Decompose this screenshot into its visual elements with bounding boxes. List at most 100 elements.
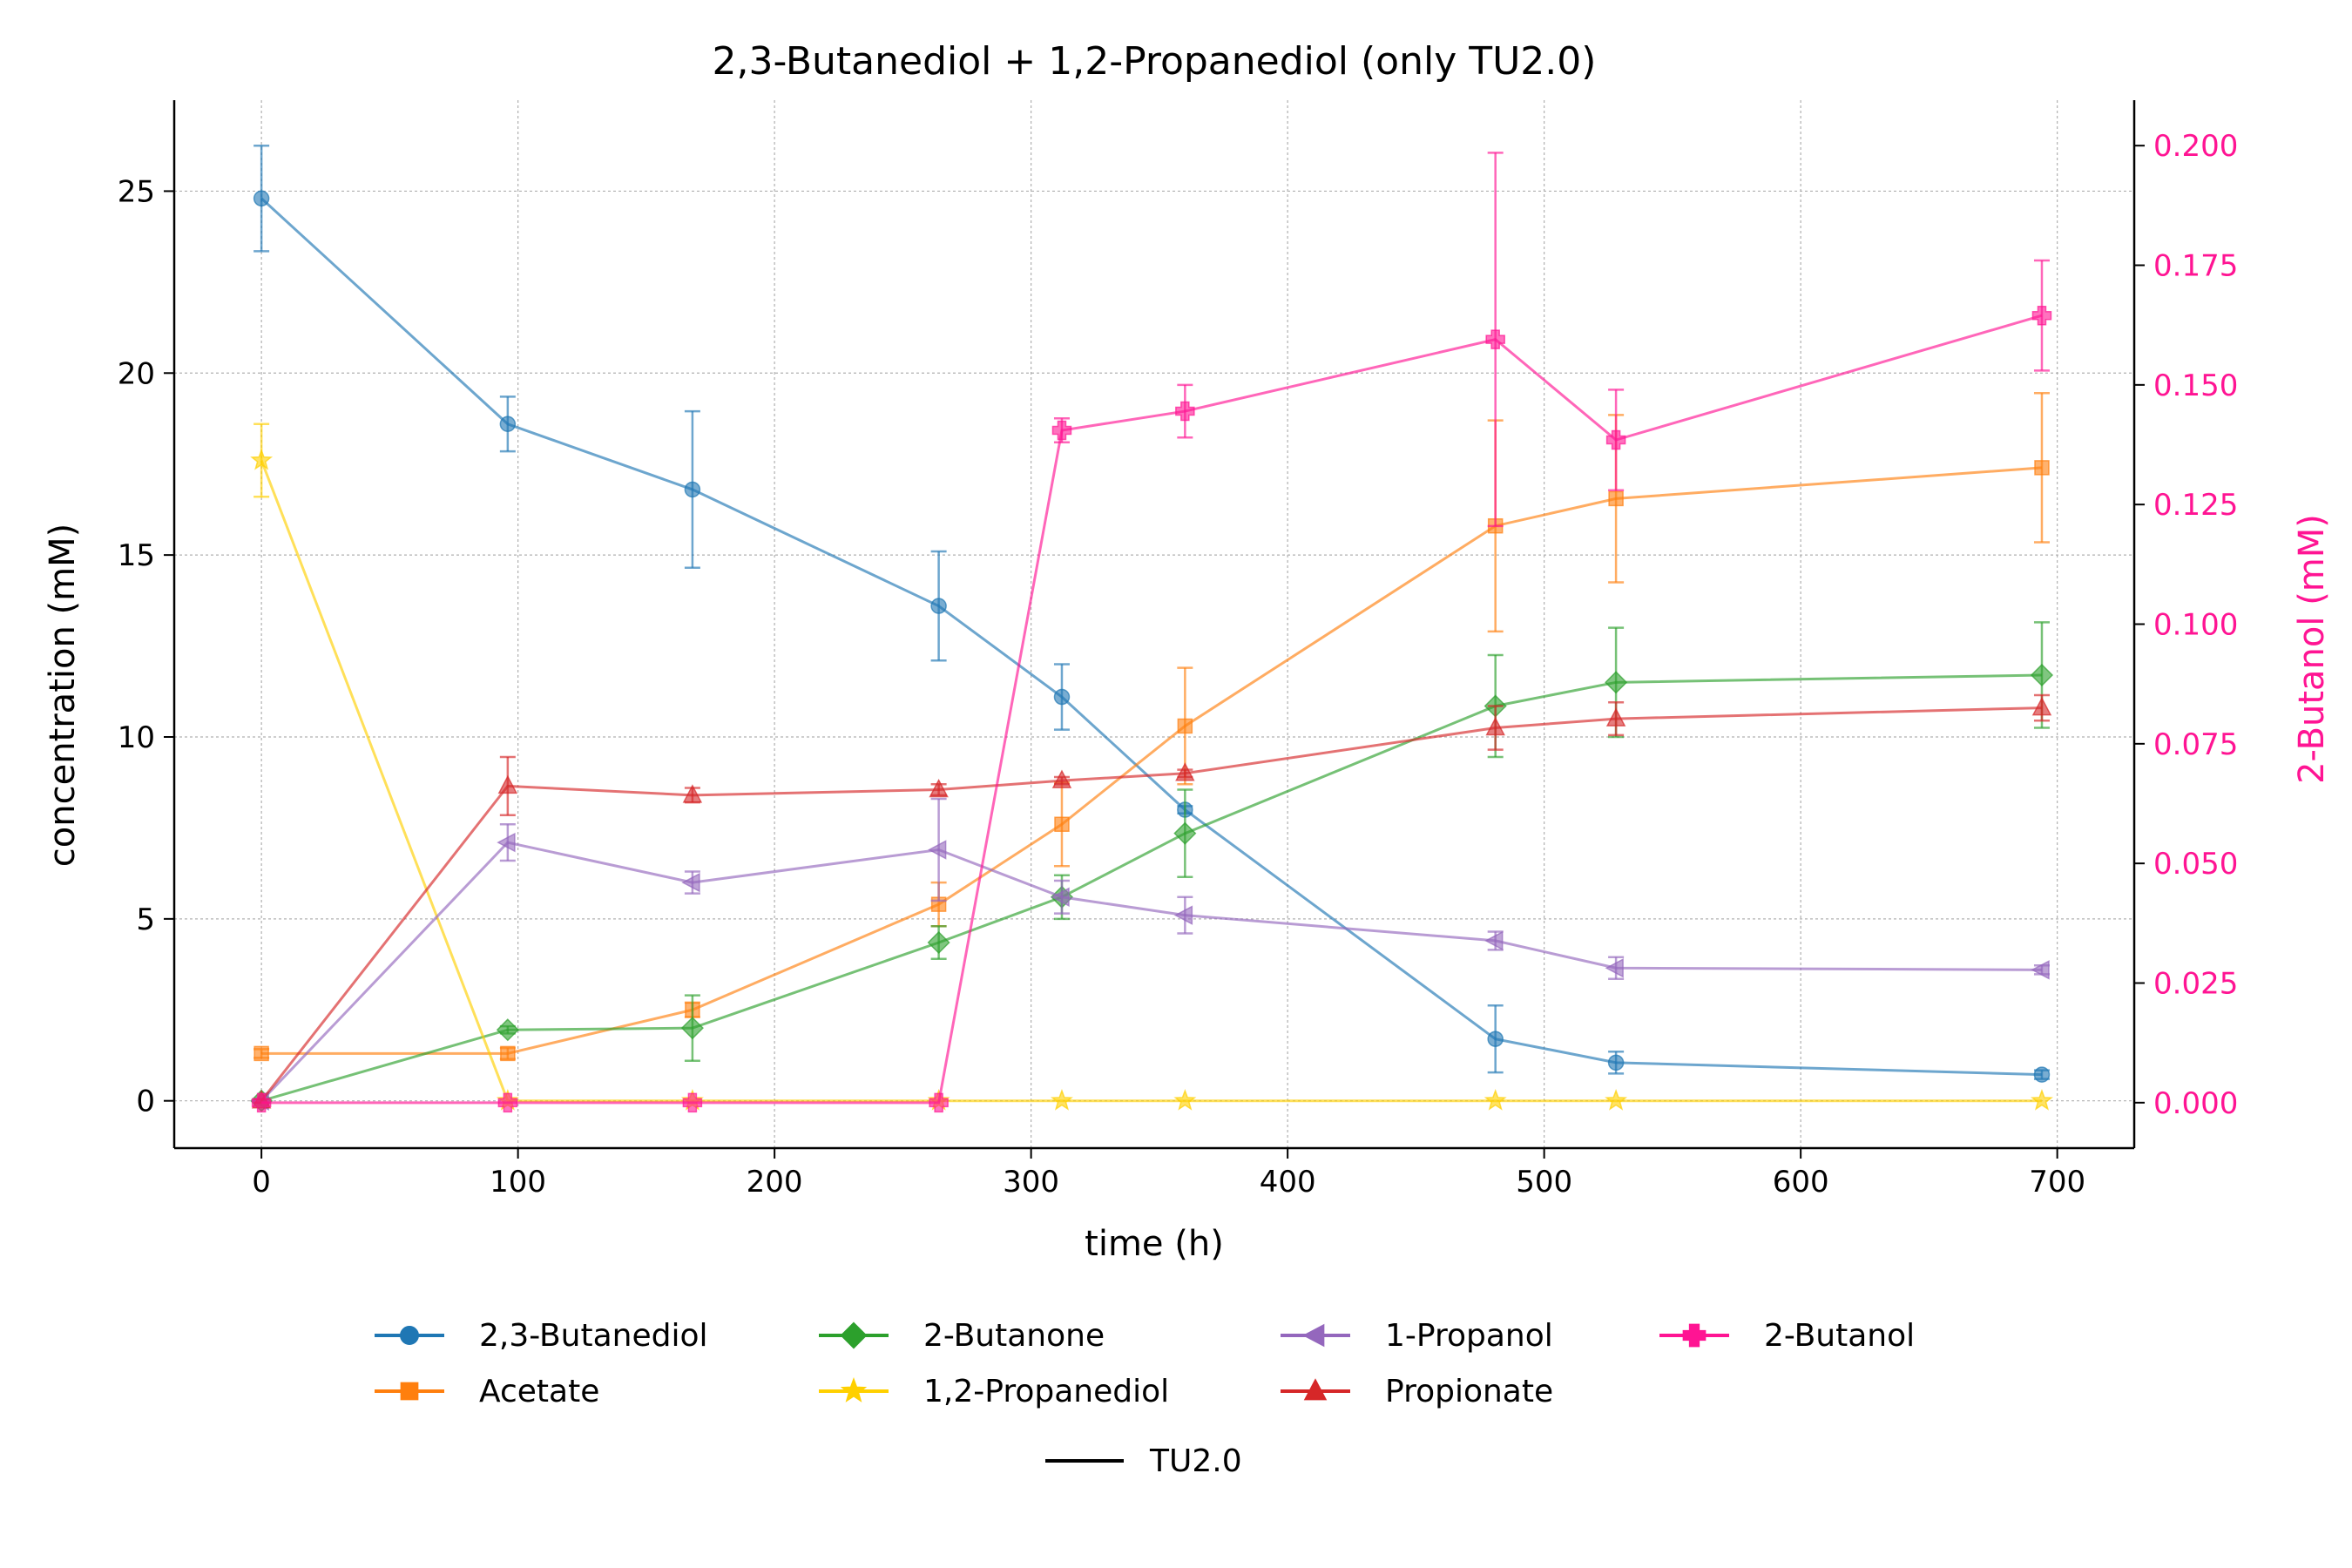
data-point bbox=[927, 930, 950, 955]
y-tick-label: 10 bbox=[118, 720, 155, 755]
legend-marker bbox=[1682, 1323, 1707, 1348]
data-point bbox=[1605, 707, 1626, 727]
data-point bbox=[1605, 957, 1624, 978]
y2-tick-label: 0.000 bbox=[2153, 1086, 2238, 1121]
series-line bbox=[260, 841, 2042, 1102]
data-point bbox=[1485, 716, 1505, 736]
data-point bbox=[2031, 305, 2052, 326]
data-point bbox=[253, 190, 270, 207]
data-point bbox=[1487, 1031, 1504, 1047]
legend-marker bbox=[400, 1326, 419, 1345]
x-tick-label: 700 bbox=[2029, 1165, 2085, 1200]
legend-label: 1,2-Propanediol bbox=[923, 1374, 1169, 1409]
legend-entry: 2-Butanol bbox=[1659, 1318, 1915, 1354]
data-point bbox=[1050, 1089, 1073, 1111]
legend-entry: 1-Propanol bbox=[1281, 1318, 1553, 1354]
data-point bbox=[1605, 429, 1626, 450]
data-point bbox=[682, 784, 703, 803]
data-point bbox=[250, 448, 274, 470]
legend-entry: 2-Butanone bbox=[819, 1318, 1105, 1354]
data-point bbox=[1485, 329, 1505, 349]
data-point bbox=[1484, 930, 1504, 951]
legend-marker bbox=[1302, 1323, 1325, 1348]
plot-area bbox=[250, 144, 2054, 1113]
data-point bbox=[1051, 769, 1072, 788]
data-point bbox=[1054, 816, 1070, 832]
series-1-2-propanediol bbox=[250, 422, 2053, 1111]
legend-label: 1-Propanol bbox=[1385, 1318, 1553, 1354]
y2-tick-label: 0.175 bbox=[2153, 249, 2238, 284]
data-point bbox=[684, 481, 701, 498]
legend-entry: Acetate bbox=[375, 1374, 599, 1409]
grid bbox=[174, 100, 2134, 1148]
data-point bbox=[1177, 718, 1193, 734]
data-point bbox=[1051, 887, 1070, 908]
data-point bbox=[682, 1092, 703, 1113]
data-point bbox=[1605, 671, 1628, 694]
legend-label: 2,3-Butanediol bbox=[479, 1318, 708, 1354]
data-point bbox=[1053, 688, 1071, 706]
data-point bbox=[2030, 663, 2054, 687]
data-point bbox=[1607, 1054, 1625, 1071]
data-point bbox=[929, 1092, 949, 1113]
data-point bbox=[1608, 490, 1624, 507]
data-point bbox=[2031, 960, 2050, 980]
legend-label: TU2.0 bbox=[1149, 1443, 1242, 1479]
series-line bbox=[260, 197, 2043, 1077]
series-2-3-butanediol bbox=[253, 144, 2051, 1083]
data-point bbox=[1175, 762, 1195, 781]
y2-axis-label: 2-Butanol (mM) bbox=[2292, 514, 2332, 784]
y-tick-label: 5 bbox=[136, 902, 155, 937]
legend-marker bbox=[1303, 1378, 1328, 1401]
legend-marker bbox=[840, 1321, 868, 1349]
y2-tick-label: 0.050 bbox=[2153, 847, 2238, 882]
data-point bbox=[2031, 696, 2052, 716]
data-point bbox=[499, 416, 517, 433]
x-tick-label: 0 bbox=[252, 1165, 271, 1200]
series-2-butanone bbox=[250, 621, 2054, 1112]
data-point bbox=[1175, 401, 1195, 422]
x-tick-label: 300 bbox=[1003, 1165, 1059, 1200]
data-point bbox=[681, 872, 700, 893]
data-point bbox=[1605, 1089, 1628, 1111]
series-1-propanol bbox=[250, 797, 2050, 1111]
x-tick-label: 200 bbox=[747, 1165, 803, 1200]
legend-label: Acetate bbox=[479, 1374, 599, 1409]
legend-entry-extra: TU2.0 bbox=[1045, 1443, 1242, 1479]
axes: 0 100 200 300 400 500 600 700 0 5 10 15 20 25 0.000 0.0… bbox=[118, 100, 2238, 1200]
x-tick-label: 600 bbox=[1773, 1165, 1829, 1200]
x-tick-label: 500 bbox=[1516, 1165, 1572, 1200]
data-point bbox=[251, 1092, 272, 1113]
y-tick-label: 25 bbox=[118, 174, 155, 209]
data-point bbox=[2030, 1089, 2053, 1111]
y2-tick-label: 0.075 bbox=[2153, 727, 2238, 762]
chart-title: 2,3-Butanediol + 1,2-Propanediol (only T… bbox=[713, 39, 1597, 84]
data-point bbox=[497, 774, 518, 794]
legend-label: 2-Butanone bbox=[923, 1318, 1105, 1354]
y-tick-label: 0 bbox=[136, 1085, 155, 1119]
y2-tick-label: 0.125 bbox=[2153, 488, 2238, 523]
data-point bbox=[1173, 1089, 1197, 1111]
y2-tick-label: 0.100 bbox=[2153, 608, 2238, 643]
series-acetate bbox=[253, 392, 2050, 1062]
data-point bbox=[1173, 821, 1197, 845]
series-line bbox=[260, 673, 2043, 1103]
series-2-butanol bbox=[251, 152, 2052, 1113]
data-point bbox=[930, 598, 947, 614]
y-tick-label: 15 bbox=[118, 538, 155, 573]
data-point bbox=[929, 778, 949, 798]
legend-label: Propionate bbox=[1385, 1374, 1553, 1409]
series-line bbox=[261, 466, 2043, 1055]
data-point bbox=[497, 1092, 518, 1113]
legend-entry: 2,3-Butanediol bbox=[375, 1318, 708, 1354]
y2-tick-label: 0.200 bbox=[2153, 129, 2238, 164]
y2-tick-label: 0.150 bbox=[2153, 368, 2238, 403]
y2-tick-label: 0.025 bbox=[2153, 966, 2238, 1001]
data-point bbox=[1173, 905, 1193, 925]
data-point bbox=[253, 1045, 269, 1062]
x-axis-label: time (h) bbox=[1085, 1224, 1224, 1264]
legend: 2,3-Butanediol Acetate 2-Butanone 1,2-Propa… bbox=[375, 1318, 1915, 1479]
legend-marker bbox=[400, 1382, 419, 1401]
legend-entry: Propionate bbox=[1281, 1374, 1553, 1409]
